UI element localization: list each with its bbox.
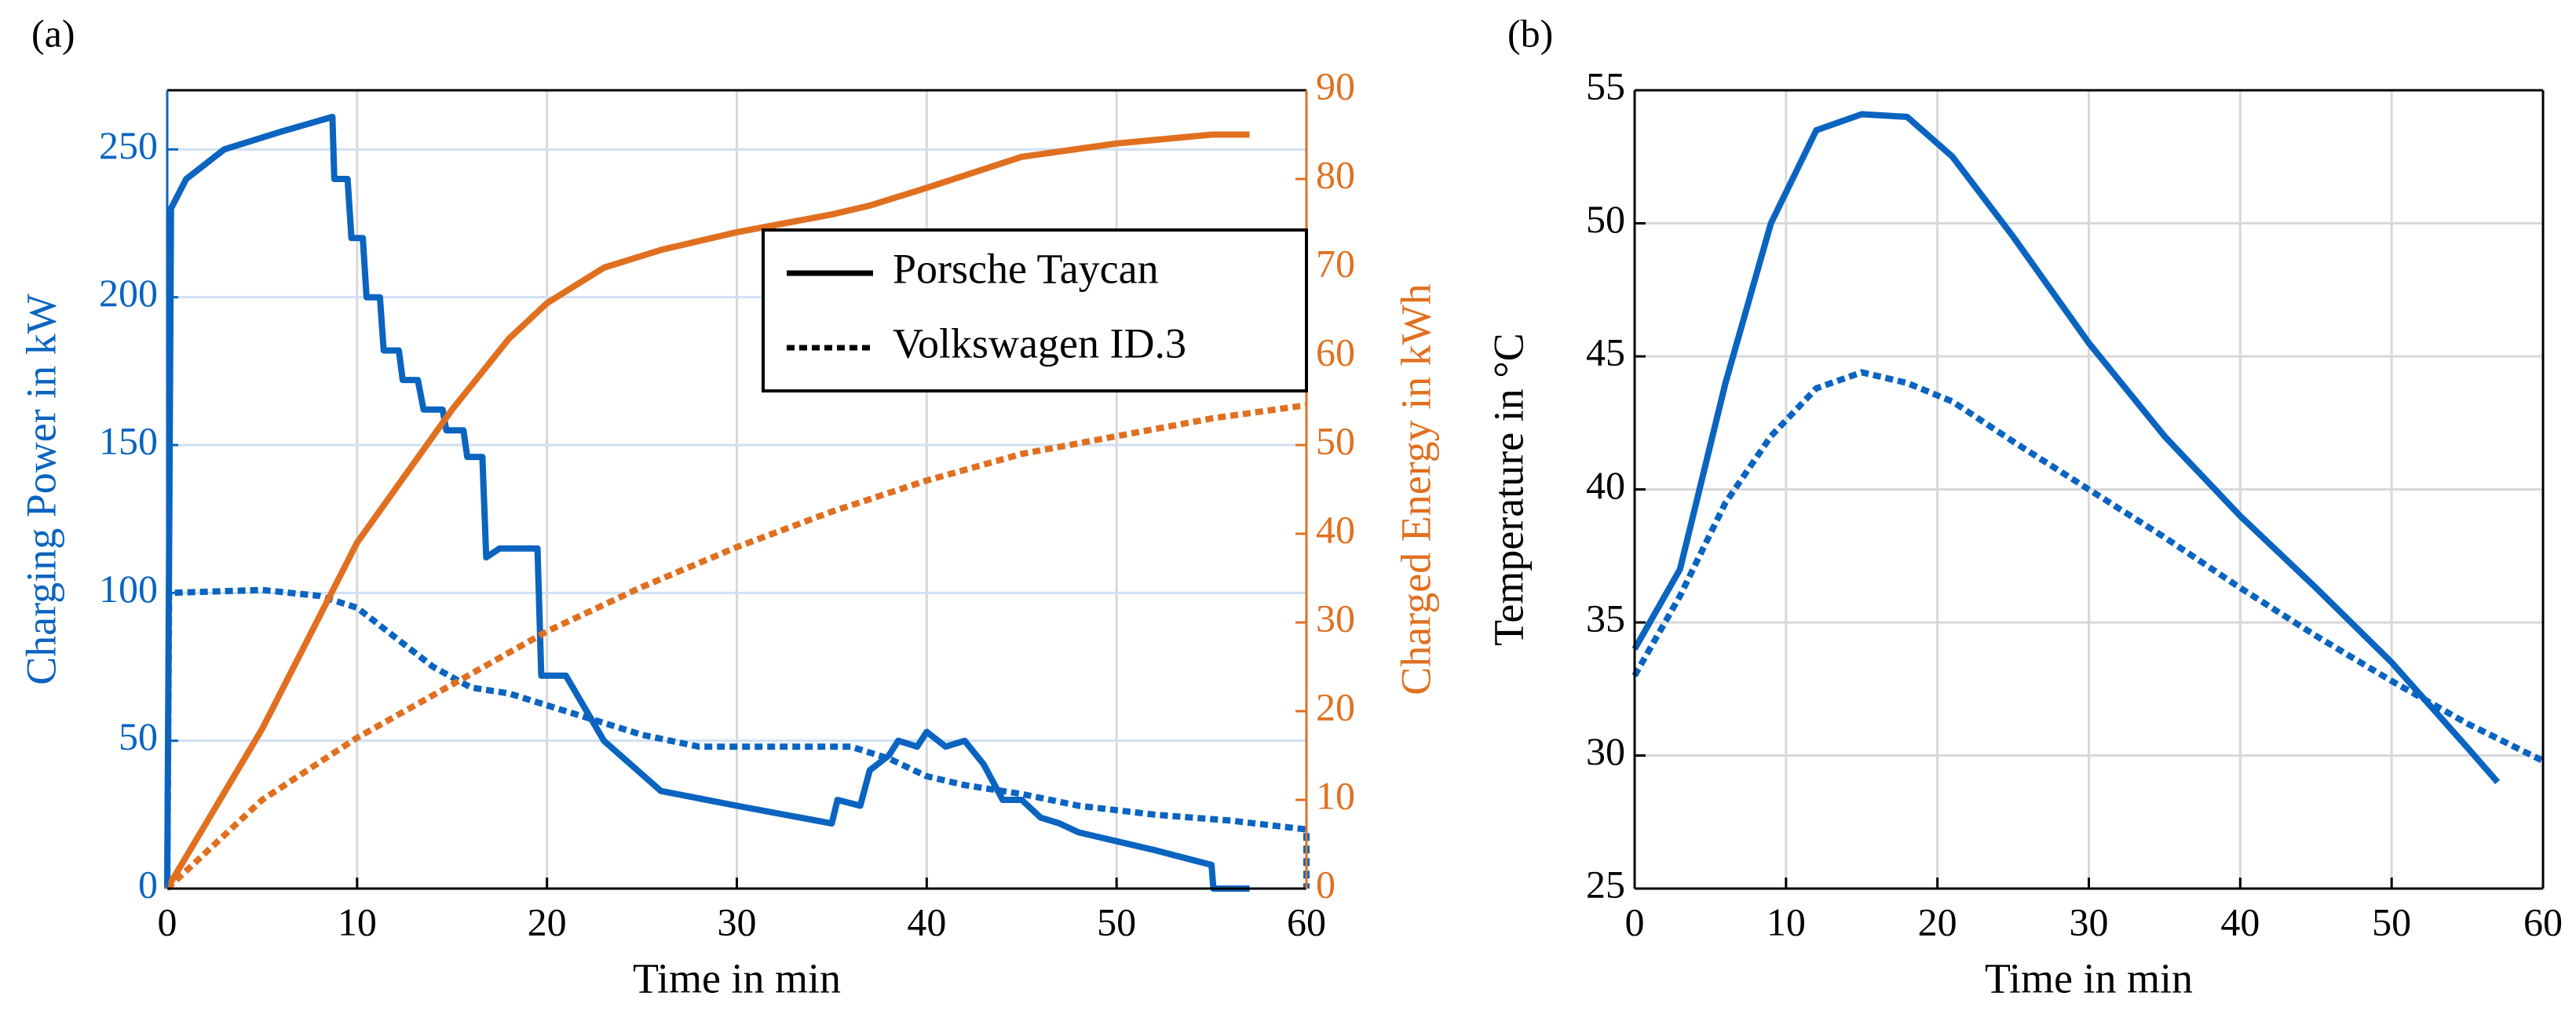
x-tick-label: 0 — [158, 900, 177, 944]
y-tick-label: 0 — [138, 862, 158, 906]
y-tick-label: 100 — [99, 567, 158, 611]
y2-tick-label: 70 — [1316, 241, 1355, 285]
y2-tick-label: 30 — [1316, 596, 1355, 640]
y-tick-label: 50 — [119, 714, 158, 758]
legend-box — [762, 228, 1308, 392]
y2-tick-label: 20 — [1316, 684, 1355, 728]
x-tick-label: 10 — [1767, 900, 1806, 944]
panel-label: (b) — [1507, 11, 1553, 55]
y-tick-label: 30 — [1586, 729, 1625, 773]
y2-tick-label: 80 — [1316, 152, 1355, 196]
x-tick-label: 20 — [528, 900, 567, 944]
x-tick-label: 60 — [1287, 900, 1326, 944]
x-tick-label: 0 — [1625, 900, 1645, 944]
series-line — [164, 131, 1250, 891]
y-axis-label: Temperature in °C — [1485, 333, 1532, 646]
x-tick-label: 50 — [1097, 900, 1136, 944]
y-tick-label: 50 — [1586, 197, 1625, 241]
y-tick-label: 25 — [1586, 862, 1625, 906]
legend-label: Porsche Taycan — [893, 245, 1159, 292]
x-tick-label: 30 — [2070, 900, 2109, 944]
panel-label: (a) — [31, 11, 75, 55]
y-axis-label: Charging Power in kW — [17, 294, 64, 684]
x-tick-label: 50 — [2372, 900, 2411, 944]
y-tick-label: 45 — [1586, 330, 1625, 374]
y-tick-label: 200 — [99, 271, 158, 315]
x-tick-label: 10 — [338, 900, 377, 944]
y-tick-label: 55 — [1586, 64, 1625, 108]
series-line — [1631, 369, 2545, 764]
y-tick-label: 150 — [99, 418, 158, 462]
y2-axis-label: Charged Energy in kWh — [1392, 283, 1439, 695]
x-tick-label: 40 — [907, 900, 946, 944]
legend-label: Volkswagen ID.3 — [893, 319, 1186, 367]
y2-tick-label: 50 — [1316, 418, 1355, 462]
series-line — [164, 113, 1250, 892]
series-line — [1631, 111, 2501, 785]
x-axis-label: Time in min — [633, 955, 841, 1002]
x-tick-label: 40 — [2220, 900, 2260, 944]
y-tick-label: 35 — [1586, 596, 1625, 640]
y2-tick-label: 60 — [1316, 330, 1355, 374]
y-tick-label: 40 — [1586, 463, 1625, 507]
y2-tick-label: 0 — [1316, 862, 1336, 906]
x-tick-label: 60 — [2523, 900, 2563, 944]
y-tick-label: 250 — [99, 123, 158, 167]
x-tick-label: 30 — [718, 900, 757, 944]
x-axis-label: Time in min — [1985, 955, 2193, 1002]
series-line — [165, 402, 1307, 891]
y2-tick-label: 10 — [1316, 773, 1355, 817]
x-tick-label: 20 — [1918, 900, 1957, 944]
y2-tick-label: 40 — [1316, 507, 1355, 551]
y2-tick-label: 90 — [1316, 64, 1355, 108]
series-line — [164, 586, 1310, 889]
